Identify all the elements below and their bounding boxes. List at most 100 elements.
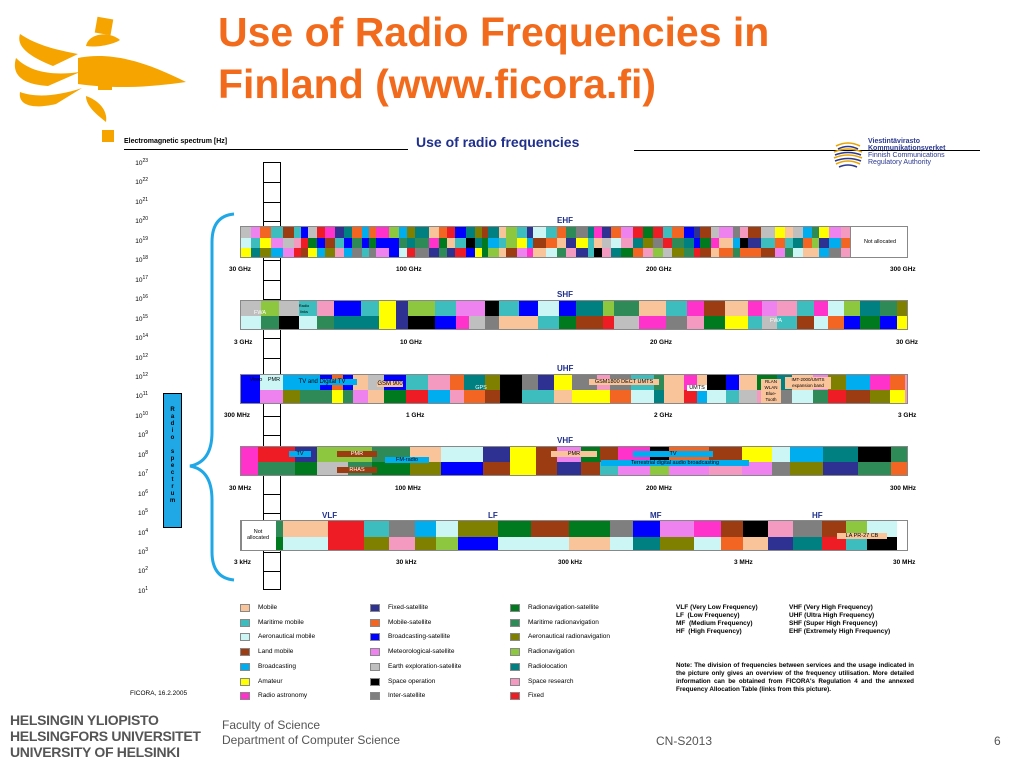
radio-spectrum-letter: u: [170, 491, 175, 497]
band-ehf-allocation-block: [250, 248, 262, 257]
uhf-gsm900-label: GSM 900: [377, 381, 403, 387]
band-ehf-allocation-block: [693, 248, 701, 257]
uhf-band-title: UHF: [557, 364, 574, 373]
band-ehf-allocation-block: [841, 248, 856, 257]
legend-label: Earth exploration-satellite: [388, 662, 462, 670]
band-uhf-allocation-block: [572, 390, 598, 403]
spectrum-exponent-label: 1012: [135, 352, 148, 362]
band-ehf-allocation-block: [818, 248, 831, 257]
band-uhf-allocation-block: [537, 375, 556, 391]
band-shf-allocation-block: [241, 316, 263, 329]
uhf-imt2000-label: IMT-2000/UMTS expansion band: [785, 377, 831, 389]
spectrum-exponent-label: 106: [137, 488, 148, 498]
band-uhf-allocation-block: [827, 375, 848, 391]
legend-label: Meteorological-satellite: [388, 648, 455, 656]
band-ehf-allocation-block: [398, 237, 408, 250]
legend-swatch: [370, 677, 380, 686]
band-ehf-allocation-block: [308, 248, 319, 257]
band-ehf-allocation-block: [375, 237, 391, 250]
band-ehf-allocation-block: [250, 237, 262, 250]
band-ehf-allocation-block: [499, 248, 508, 257]
band-low-allocation-block: [846, 536, 868, 550]
band-shf-allocation-block: [435, 316, 457, 329]
band-uhf-allocation-block: [739, 390, 758, 403]
abbreviation-right: VHF (Very High Frequency): [789, 604, 873, 611]
band-ehf-allocation-block: [398, 227, 408, 239]
band-ehf-allocation-block: [594, 237, 603, 250]
spectrum-exponent-label: 108: [137, 449, 148, 459]
band-low-allocation-block: [457, 536, 500, 550]
band-ehf-allocation-block: [481, 248, 489, 257]
band-shf-allocation-block: [860, 301, 882, 317]
band-shf-allocation-block: [613, 316, 641, 329]
band-ehf-allocation-block: [317, 237, 326, 250]
legend-label: Radionavigation-satellite: [528, 604, 599, 611]
band-shf-allocation-block: [455, 316, 471, 329]
title-line-1: Use of Radio Frequencies in: [218, 9, 770, 55]
legend-label: Aeronautical radionavigation: [528, 633, 611, 641]
spectrum-exponent-label: 1018: [135, 255, 148, 265]
band-shf-allocation-block: [537, 316, 561, 329]
band-shf-allocation-block: [559, 301, 577, 317]
band-low-allocation-block: [530, 521, 571, 538]
band-shf-allocation-block: [880, 316, 899, 329]
abbreviation-row: HF (High Frequency) EHF (Extremely High F…: [676, 628, 916, 636]
band-shf-allocation-block: [725, 316, 750, 329]
agency-en2: Regulatory Authority: [868, 159, 932, 166]
band-low-allocation-block: [609, 536, 635, 550]
hf-band-title: HF: [812, 511, 823, 520]
spectrum-tick: [264, 552, 280, 553]
abbreviation-right: UHF (Ultra High Frequency): [789, 612, 875, 619]
band-ehf-allocation-block: [699, 227, 713, 239]
band-ehf-allocation-block: [389, 248, 400, 257]
legend-swatch: [370, 633, 380, 642]
band-ehf-allocation-block: [652, 248, 664, 257]
legend-swatch: [240, 633, 250, 642]
band-uhf-allocation-block: [522, 390, 539, 403]
band-shf-allocation-block: [334, 316, 362, 329]
band-shf-allocation-block: [518, 316, 539, 329]
spectrum-tick: [264, 493, 280, 495]
spectrum-exponent-label: 1014: [135, 333, 148, 343]
shf-axis-tick: 10 GHz: [400, 339, 423, 346]
radio-spectrum-letter: R: [170, 407, 175, 413]
band-shf-allocation-block: [687, 301, 706, 317]
legend-swatch: [510, 648, 520, 657]
spectrum-tick: [264, 182, 280, 184]
band-ehf-allocation-block: [375, 248, 391, 257]
band-ehf-allocation-block: [748, 227, 763, 239]
band-low-allocation-block: [363, 536, 391, 550]
legend-label: Land mobile: [258, 648, 294, 656]
band-ehf-allocation-block: [481, 237, 489, 250]
band-shf-allocation-block: [299, 316, 318, 329]
abbreviation-left: MF (Medium Frequency): [676, 620, 753, 627]
band-ehf-allocation-block: [465, 237, 477, 250]
band-ehf-allocation-block: [335, 248, 345, 257]
band-shf-allocation-block: [484, 301, 501, 317]
band-ehf-allocation-block: [576, 227, 589, 239]
band-low-allocation-block: [569, 521, 611, 538]
band-ehf-allocation-block: [718, 227, 734, 239]
radio-spectrum-letter: e: [170, 463, 175, 469]
band-ehf-allocation-block: [301, 248, 310, 257]
band-shf-allocation-block: [455, 301, 471, 317]
band-ehf-allocation-block: [545, 248, 558, 257]
band-ehf-allocation-block: [406, 248, 416, 257]
band-ehf-allocation-block: [301, 227, 310, 239]
low-cb-label: LA PR-27 CB: [837, 533, 887, 539]
band-low-allocation-block: [792, 536, 824, 550]
band-ehf-allocation-block: [375, 227, 391, 239]
band-ehf-allocation-block: [662, 227, 674, 239]
vhf-rhas-label: RHAS: [337, 467, 377, 473]
radio-spectrum-letter: o: [170, 435, 175, 441]
university-name-se: HELSINGFORS UNIVERSITET: [10, 728, 201, 744]
band-uhf-allocation-block: [653, 375, 666, 391]
band-shf-allocation-block: [575, 316, 604, 329]
spectrum-exponent-label: 1017: [135, 274, 148, 284]
band-ehf-allocation-block: [594, 248, 603, 257]
uhf-rlan-label: RLAN WLAN Blue-Tooth: [761, 379, 781, 403]
radio-spectrum-brace: [189, 212, 235, 582]
band-ehf-allocation-block: [601, 237, 613, 250]
band-ehf-allocation-block: [271, 248, 284, 257]
band-ehf-allocation-block: [439, 248, 448, 257]
